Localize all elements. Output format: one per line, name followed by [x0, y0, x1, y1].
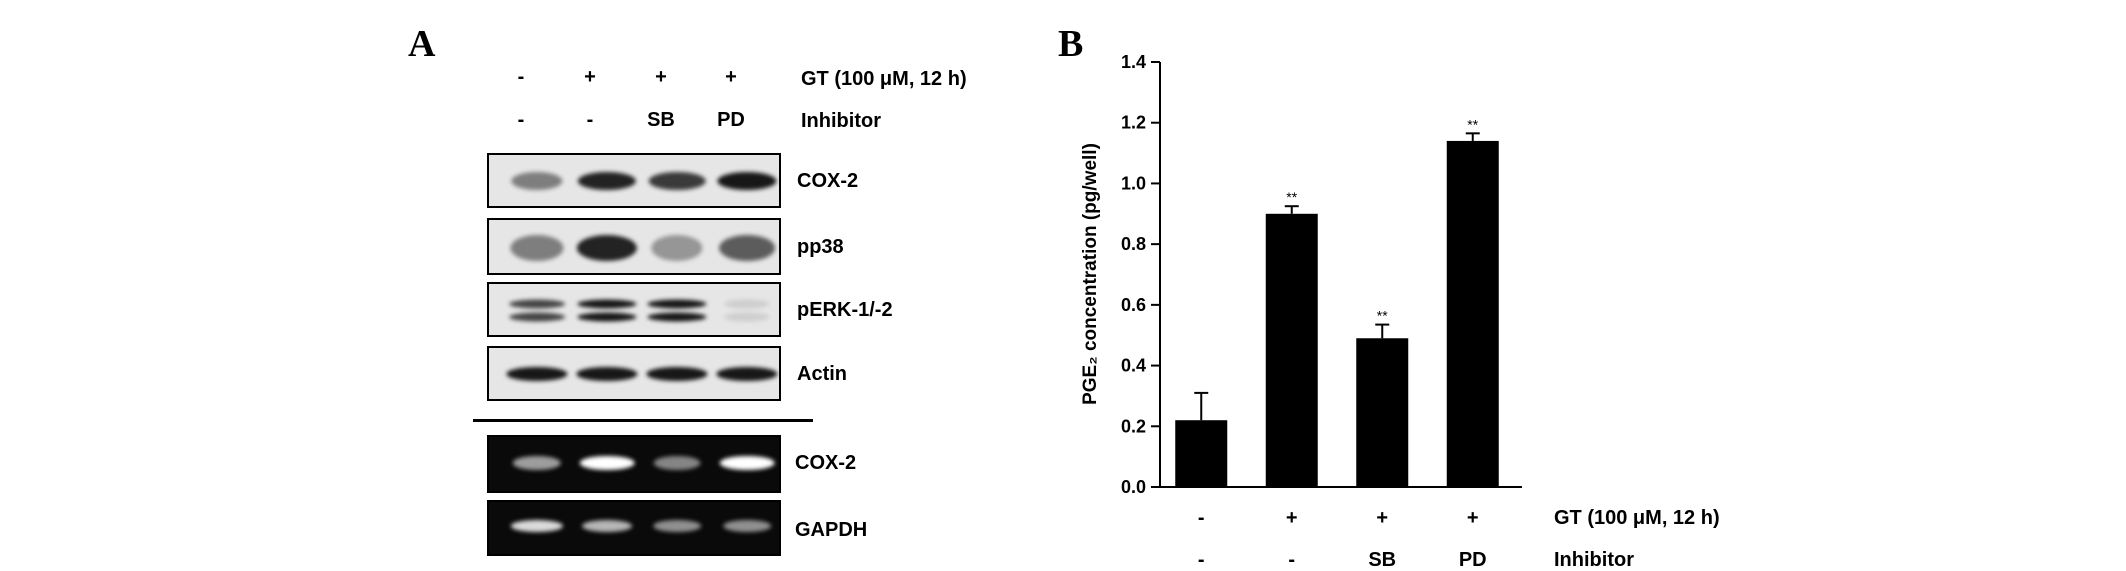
x-treatment-label: GT (100 μM, 12 h) — [1554, 507, 1720, 529]
bar — [1175, 420, 1228, 487]
gel-label-cox2: COX-2 — [795, 452, 857, 474]
x-inhibitor-value: PD — [1459, 549, 1487, 571]
x-inhibitor-value: - — [1288, 549, 1295, 571]
x-inhibitor-value: - — [1198, 549, 1205, 571]
band — [653, 520, 701, 532]
band — [510, 235, 564, 261]
y-axis-label: PGE₂ concentration (pg/well) — [1080, 143, 1101, 405]
inhibitor-lane-2: - — [586, 109, 594, 131]
bar — [1356, 338, 1409, 487]
band — [577, 312, 637, 322]
significance-label: ** — [1286, 189, 1297, 205]
y-ticks: 0.0 0.2 0.4 0.6 0.8 1.0 1.2 1.4 — [1121, 52, 1160, 497]
significance-label: ** — [1467, 116, 1478, 132]
band — [717, 172, 777, 190]
y-tick-label: 1.0 — [1121, 173, 1146, 193]
band — [509, 312, 565, 322]
significance-label: ** — [1377, 308, 1388, 324]
panel-a-letter: A — [408, 23, 436, 65]
section-divider — [473, 419, 813, 422]
band — [724, 299, 770, 309]
blot-label-pp38: pp38 — [797, 236, 844, 258]
band — [576, 367, 638, 381]
blot-cox2 — [487, 153, 781, 208]
band — [582, 520, 632, 532]
x-condition-rows: - + + + GT (100 μM, 12 h) - - SB PD Inhibitor — [1198, 507, 1720, 571]
blot-actin — [487, 346, 781, 401]
band — [653, 456, 701, 470]
band — [651, 235, 703, 261]
band — [510, 520, 564, 532]
x-treatment-value: + — [1376, 507, 1388, 529]
x-treatment-value: + — [1286, 507, 1298, 529]
x-treatment-value: - — [1198, 507, 1205, 529]
blot-pp38 — [487, 218, 781, 275]
bars: ** ** ** — [1175, 116, 1499, 488]
band — [648, 172, 706, 190]
treatment-label: GT (100 μM, 12 h) — [801, 68, 967, 90]
blot-label-cox2: COX-2 — [797, 170, 859, 192]
blot-label-perk: pERK-1/-2 — [797, 299, 893, 321]
band — [506, 367, 568, 381]
band — [646, 367, 708, 381]
band — [724, 312, 770, 322]
x-inhibitor-label: Inhibitor — [1554, 549, 1634, 571]
inhibitor-lane-3: SB — [647, 109, 675, 131]
y-tick-label: 1.2 — [1121, 113, 1146, 133]
band — [723, 520, 771, 532]
band — [509, 299, 565, 309]
band — [577, 299, 637, 309]
y-tick-label: 0.6 — [1121, 295, 1146, 315]
band — [577, 172, 637, 190]
gel-cox2 — [487, 435, 781, 493]
band — [716, 367, 778, 381]
band — [576, 235, 638, 261]
band — [512, 456, 562, 470]
gel-gapdh — [487, 500, 781, 556]
y-tick-label: 0.0 — [1121, 477, 1146, 497]
band — [511, 172, 563, 190]
y-tick-label: 0.8 — [1121, 234, 1146, 254]
band — [719, 456, 775, 470]
y-tick-label: 0.4 — [1121, 356, 1146, 376]
panel-b-letter: B — [1058, 23, 1084, 65]
blot-label-actin: Actin — [797, 363, 847, 385]
y-tick-label: 1.4 — [1121, 52, 1146, 72]
bar — [1446, 140, 1499, 487]
treatment-lane-4: + — [725, 66, 737, 88]
band — [579, 456, 635, 470]
x-treatment-value: + — [1467, 507, 1479, 529]
treatment-lane-1: - — [517, 66, 525, 88]
band — [719, 235, 775, 261]
treatment-lane-2: + — [584, 66, 596, 88]
inhibitor-lane-4: PD — [717, 109, 745, 131]
y-tick-label: 0.2 — [1121, 416, 1146, 436]
bar — [1265, 213, 1318, 488]
x-inhibitor-value: SB — [1368, 549, 1396, 571]
band — [647, 312, 707, 322]
treatment-lane-3: + — [655, 66, 667, 88]
blot-perk — [487, 282, 781, 337]
inhibitor-lane-1: - — [517, 109, 525, 131]
band — [647, 299, 707, 309]
inhibitor-label: Inhibitor — [801, 110, 881, 132]
gel-label-gapdh: GAPDH — [795, 519, 868, 541]
